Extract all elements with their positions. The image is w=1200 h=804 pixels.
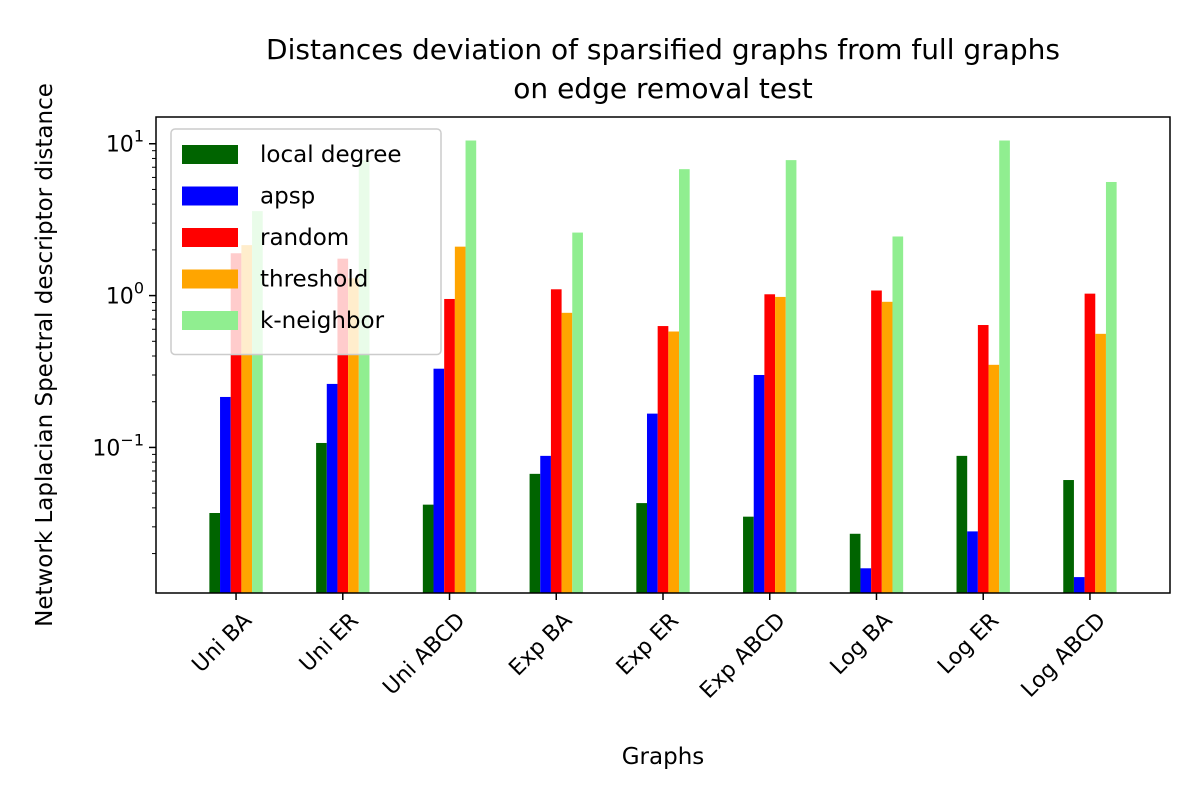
x-axis-label: Graphs bbox=[622, 744, 705, 770]
bar-k-neighbor-2 bbox=[465, 140, 477, 593]
legend-label-apsp: apsp bbox=[260, 184, 315, 210]
bar-apsp-3 bbox=[540, 455, 551, 593]
plot-frame bbox=[155, 116, 1171, 594]
bar-k-neighbor-7 bbox=[999, 140, 1010, 593]
x-ticks-group: Uni BA Uni ER Uni ABCD Exp BA Exp ER Exp ABCD… bbox=[188, 593, 1111, 704]
bar-local-degree-6 bbox=[849, 533, 861, 593]
y-tick-label: 101 bbox=[106, 127, 144, 158]
bar-apsp-5 bbox=[753, 374, 765, 593]
x-tick-label: Uni ER bbox=[295, 608, 364, 677]
x-tick-label: Log BA bbox=[826, 608, 898, 680]
bar-apsp-0 bbox=[220, 396, 231, 593]
bar-threshold-6 bbox=[881, 301, 893, 593]
legend-swatch-apsp bbox=[182, 186, 238, 206]
bar-k-neighbor-1 bbox=[358, 160, 370, 593]
bar-threshold-7 bbox=[988, 364, 1000, 593]
legend-swatch-local-degree bbox=[182, 145, 238, 164]
bar-threshold-0 bbox=[241, 245, 253, 594]
x-tick-label: Exp BA bbox=[504, 608, 577, 681]
bar-k-neighbor-4 bbox=[679, 169, 690, 594]
y-axis-label: Network Laplacian Spectral descriptor di… bbox=[32, 83, 58, 627]
bar-random-3 bbox=[550, 289, 562, 593]
legend-label-k-neighbor: k-neighbor bbox=[260, 308, 385, 334]
chart-title-line2: on edge removal test bbox=[513, 72, 812, 105]
bar-k-neighbor-0 bbox=[252, 211, 263, 594]
legend-frame bbox=[170, 128, 442, 356]
bar-threshold-3 bbox=[561, 312, 573, 593]
bar-random-7 bbox=[977, 325, 989, 593]
bar-random-5 bbox=[764, 294, 776, 593]
legend-label-threshold: threshold bbox=[260, 267, 368, 293]
bar-local-degree-2 bbox=[422, 504, 434, 593]
legend-label-local-degree: local degree bbox=[260, 142, 402, 168]
x-tick-label: Exp ER bbox=[612, 608, 684, 680]
bars-group bbox=[209, 140, 1117, 594]
bar-threshold-5 bbox=[775, 296, 786, 593]
x-tick-label: Uni ABCD bbox=[378, 608, 470, 700]
bar-threshold-2 bbox=[454, 246, 466, 593]
legend-swatch-k-neighbor bbox=[182, 311, 238, 330]
x-tick-label: Log ABCD bbox=[1017, 608, 1111, 702]
bar-random-6 bbox=[871, 290, 882, 593]
bar-k-neighbor-8 bbox=[1105, 181, 1117, 594]
bar-threshold-1 bbox=[348, 278, 359, 593]
legend-swatch-random bbox=[182, 228, 238, 247]
legend-label-random: random bbox=[260, 225, 349, 251]
bar-local-degree-1 bbox=[316, 442, 327, 593]
y-tick-label: 10−1 bbox=[92, 430, 144, 461]
bar-random-4 bbox=[657, 326, 669, 593]
legend: local degree apsp random threshold k-neighbo… bbox=[170, 128, 442, 356]
bar-apsp-7 bbox=[967, 531, 978, 593]
x-tick-label: Uni BA bbox=[188, 608, 258, 678]
bar-k-neighbor-6 bbox=[892, 236, 904, 594]
x-tick-label: Exp ABCD bbox=[695, 608, 790, 703]
bar-local-degree-4 bbox=[636, 503, 647, 593]
bar-threshold-4 bbox=[668, 331, 680, 593]
bar-local-degree-0 bbox=[209, 513, 221, 593]
bar-local-degree-5 bbox=[743, 516, 754, 593]
bar-k-neighbor-3 bbox=[572, 232, 583, 593]
y-tick-label: 100 bbox=[106, 279, 144, 310]
bar-apsp-6 bbox=[860, 568, 872, 593]
bar-k-neighbor-5 bbox=[785, 160, 797, 593]
bar-threshold-8 bbox=[1095, 333, 1106, 593]
bar-random-0 bbox=[230, 253, 242, 593]
bar-apsp-1 bbox=[326, 383, 338, 593]
bar-random-8 bbox=[1084, 293, 1096, 593]
bar-local-degree-7 bbox=[956, 455, 968, 593]
bar-random-1 bbox=[337, 258, 349, 593]
x-tick-label: Log ER bbox=[933, 608, 1004, 679]
legend-swatch-threshold bbox=[182, 269, 238, 289]
bar-apsp-2 bbox=[433, 368, 445, 593]
bar-apsp-8 bbox=[1073, 577, 1085, 593]
bar-local-degree-3 bbox=[529, 473, 541, 593]
bar-apsp-4 bbox=[646, 413, 658, 593]
bar-random-2 bbox=[444, 298, 455, 593]
y-ticks-group: 10−1 100 101 bbox=[92, 127, 156, 555]
bar-local-degree-8 bbox=[1063, 480, 1074, 593]
chart-title-line1: Distances deviation of sparsified graphs… bbox=[266, 33, 1060, 66]
